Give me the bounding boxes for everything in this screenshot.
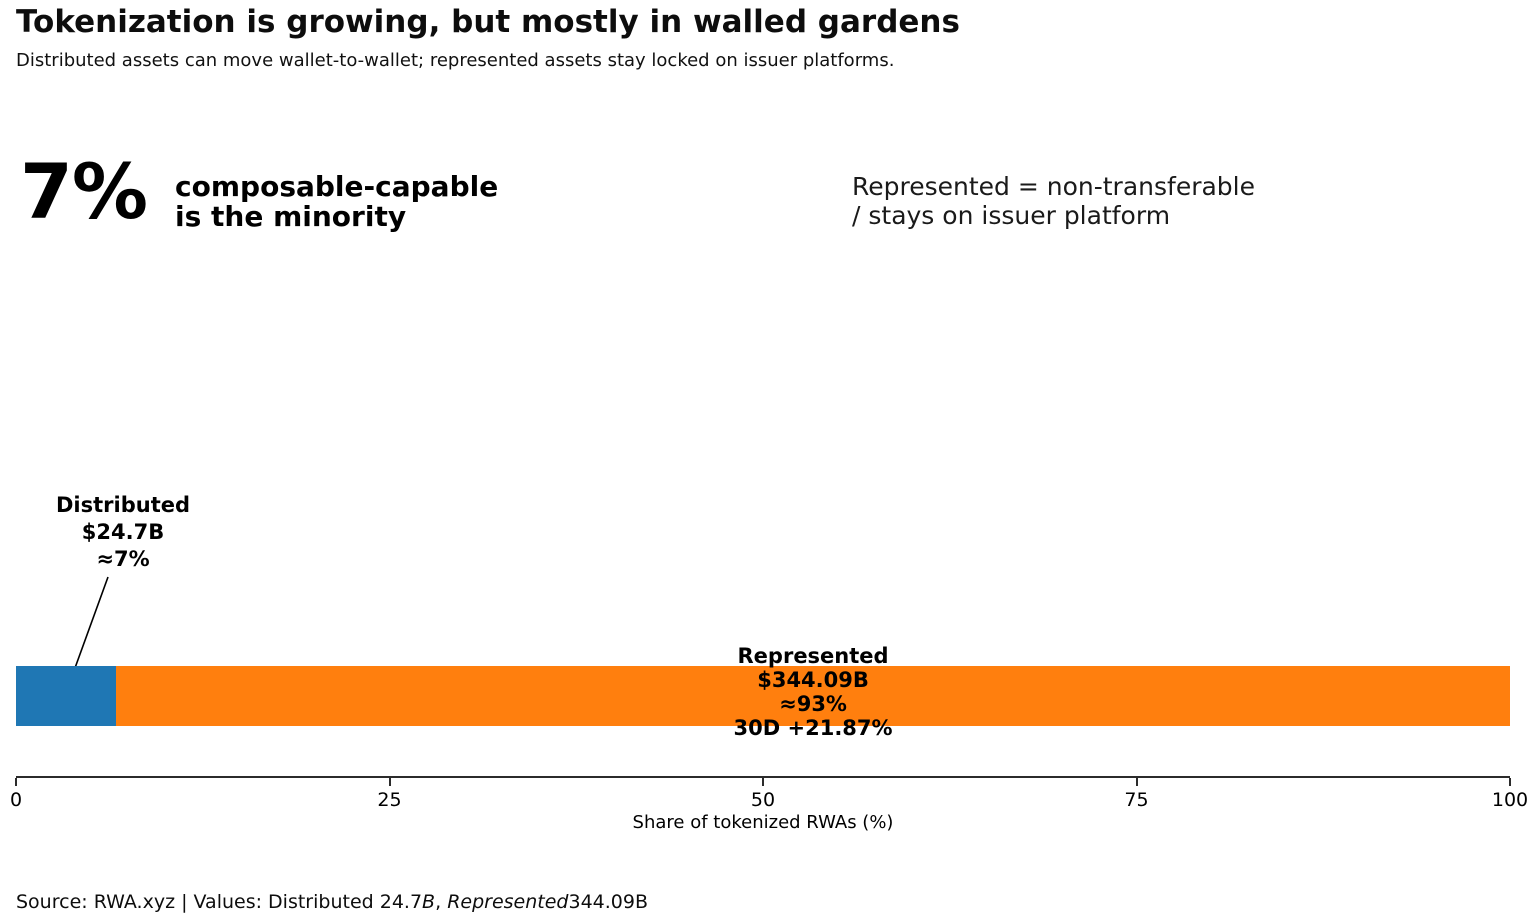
chart-title: Tokenization is growing, but mostly in w… (16, 4, 960, 40)
source-footer: Source: RWA.xyz | Values: Distributed 24… (16, 891, 648, 913)
chart-subtitle: Distributed assets can move wallet-to-wa… (16, 50, 895, 71)
annotation-represented-value: $344.09B (757, 668, 869, 692)
source-footer-suffix: 344.09B (568, 891, 649, 913)
stat-value: 7% (20, 147, 148, 236)
axis-tick-label: 100 (1491, 789, 1529, 811)
annotation-distributed-title: Distributed (55, 493, 191, 517)
axis-tick-label: 0 (9, 789, 23, 811)
annotation-represented-change: 30D +21.87% (733, 716, 893, 740)
bar-segment-represented (116, 666, 1510, 726)
x-axis: 0 25 50 75 100 (10, 776, 1528, 811)
annotation-represented-percent: ≈93% (779, 692, 847, 716)
source-footer-prefix: Source: RWA.xyz | Values: Distributed 24… (16, 891, 423, 913)
stat-label-line1: composable-capable (175, 170, 499, 203)
stat-label-line2: is the minority (175, 200, 407, 233)
stat-label: composable-capable is the minority (175, 172, 498, 232)
axis-tick (15, 778, 17, 786)
axis-tick-label: 75 (1124, 789, 1149, 811)
source-footer-italic-b: B (422, 891, 436, 913)
source-footer-comma: , (435, 891, 448, 913)
headline-stat: 7% composable-capable is the minority (20, 150, 498, 234)
axis-tick-label: 50 (750, 789, 776, 811)
stacked-bar (16, 666, 1510, 726)
axis-tick (388, 778, 391, 786)
annotation-distributed-percent: ≈7% (96, 547, 150, 571)
axis-tick-label: 25 (377, 789, 402, 811)
definition-note-line1: Represented = non-transferable (852, 172, 1256, 201)
x-axis-label: Share of tokenized RWAs (%) (632, 812, 894, 833)
annotation-represented-title: Represented (737, 644, 889, 668)
annotation-distributed-value: $24.7B (81, 520, 165, 544)
axis-tick (1509, 778, 1511, 786)
axis-tick (762, 778, 764, 786)
definition-note: Represented = non-transferable / stays o… (852, 172, 1255, 230)
annotation-distributed: Distributed $24.7B ≈7% (56, 492, 190, 573)
definition-note-line2: / stays on issuer platform (852, 201, 1171, 230)
source-footer-italic-represented: Represented (447, 891, 569, 913)
annotation-represented: Represented $344.09B ≈93% 30D +21.87% (734, 644, 893, 740)
axis-tick (1135, 778, 1138, 786)
bar-segment-distributed (16, 666, 117, 726)
